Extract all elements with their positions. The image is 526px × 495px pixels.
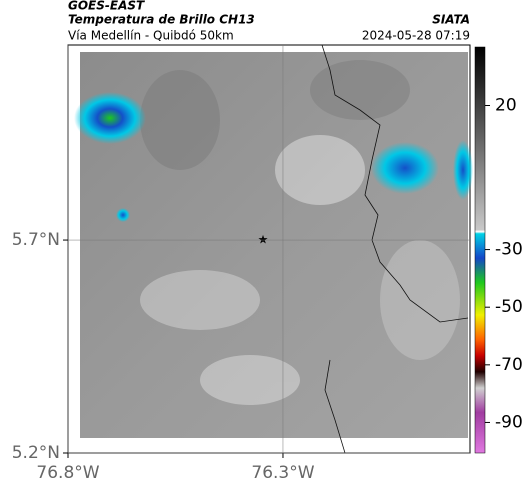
border-line (321, 44, 469, 454)
lat-label: 5.7°N (12, 230, 60, 250)
colorbar-label: -90 (495, 412, 523, 432)
cold-cloud (371, 142, 439, 194)
colorbar-label: -70 (495, 355, 523, 375)
image-texture (140, 60, 460, 405)
title: Temperatura de Brillo CH13 (68, 13, 255, 27)
lon-label: 76.8°W (36, 463, 99, 483)
colorbar-label: 20 (495, 95, 517, 115)
source: GOES-EAST (68, 0, 145, 13)
org: SIATA (432, 13, 470, 27)
colorbar-label: -50 (495, 297, 523, 317)
colorbar (474, 46, 486, 454)
location-marker: ★ (258, 233, 269, 247)
cold-cloud (453, 140, 473, 200)
route: Vía Medellín - Quibdó 50km (68, 29, 234, 43)
datetime: 2024-05-28 07:19 (362, 29, 470, 43)
cold-cloud (74, 92, 146, 144)
colorbar-label: -30 (495, 240, 523, 260)
lon-label: 76.3°W (251, 463, 314, 483)
cold-cloud (116, 208, 130, 222)
lat-label: 5.2°N (12, 443, 60, 463)
